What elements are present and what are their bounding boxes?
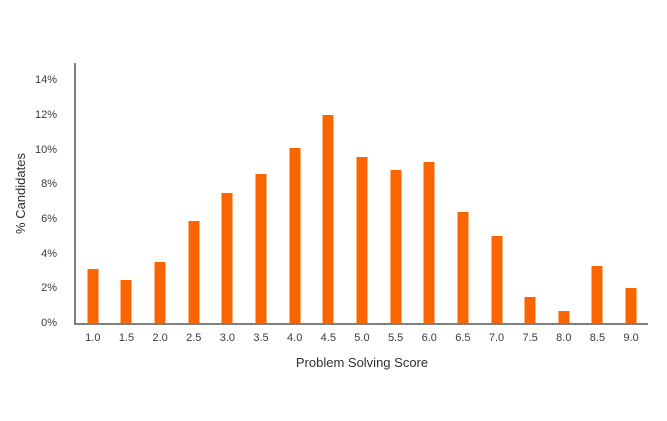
bar-slot xyxy=(581,63,615,323)
bar-slot xyxy=(379,63,413,323)
x-tick-label: 2.0 xyxy=(152,332,168,344)
x-tick-label: 5.5 xyxy=(387,332,404,344)
y-tick-label: 4% xyxy=(41,247,57,260)
bar-9.0 xyxy=(625,288,637,323)
bar-slot xyxy=(143,63,177,323)
bar-3.0 xyxy=(221,193,233,323)
bar-slot xyxy=(480,63,514,323)
bar-6.5 xyxy=(457,212,469,323)
bar-slot xyxy=(211,63,245,323)
bar-7.5 xyxy=(524,297,536,323)
x-tick-label: 6.5 xyxy=(455,332,471,344)
x-axis-tick-labels: 1.0 1.5 2.0 2.5 3.0 3.5 4.0 4.5 5.0 5.5 6.0 6.5 7.0 7… xyxy=(76,331,648,345)
y-tick-label: 2% xyxy=(41,282,57,295)
x-tick-label: 4.0 xyxy=(287,332,303,344)
bar-slot xyxy=(614,63,648,323)
x-tick-label: 3.0 xyxy=(219,332,236,344)
x-tick-label: 7.5 xyxy=(522,332,538,344)
bar-8.0 xyxy=(558,310,570,323)
bar-slot xyxy=(278,63,312,323)
bar-slot xyxy=(345,63,379,323)
y-tick-label: 0% xyxy=(41,317,57,329)
x-tick-label: 1.0 xyxy=(85,332,101,344)
bar-7.0 xyxy=(491,236,502,323)
x-tick-label: 3.5 xyxy=(253,332,269,344)
y-tick-label: 8% xyxy=(41,178,57,191)
bar-4.0 xyxy=(289,147,301,323)
y-tick-label: 10% xyxy=(34,143,57,156)
x-tick-label: 4.5 xyxy=(320,332,336,344)
y-axis-tick-labels: 0% 2% 4% 6% 8% 10% 12% 14% xyxy=(0,63,66,329)
plot-area xyxy=(74,63,648,325)
bar-3.5 xyxy=(255,173,267,323)
x-axis-title: Problem Solving Score xyxy=(295,355,429,370)
x-tick-label: 6.0 xyxy=(421,332,437,344)
bar-slot xyxy=(412,63,446,323)
x-tick-label: 7.0 xyxy=(488,332,505,344)
bar-slot xyxy=(446,63,480,323)
bar-2.0 xyxy=(154,262,166,323)
x-tick-label: 5.0 xyxy=(354,332,370,344)
bar-2.5 xyxy=(188,220,200,323)
bar-slot xyxy=(110,63,144,323)
bar-5.5 xyxy=(390,170,402,323)
bar-6.0 xyxy=(423,161,435,323)
bar-slot xyxy=(177,63,211,323)
bar-slot xyxy=(76,63,110,323)
x-tick-label: 2.5 xyxy=(186,332,202,344)
y-tick-label: 14% xyxy=(34,74,57,87)
bar-slot xyxy=(547,63,581,323)
bar-slot xyxy=(513,63,547,323)
bar-1.5 xyxy=(120,279,132,323)
y-tick-label: 6% xyxy=(41,213,57,225)
x-tick-label: 9.0 xyxy=(623,332,639,344)
x-tick-label: 1.5 xyxy=(118,332,135,344)
bar-1.0 xyxy=(87,269,99,323)
x-tick-label: 8.5 xyxy=(589,332,606,344)
y-tick-label: 12% xyxy=(34,109,57,121)
bar-8.5 xyxy=(591,265,603,323)
bar-series xyxy=(76,63,648,323)
bar-slot xyxy=(244,63,278,323)
bar-4.5 xyxy=(322,115,334,323)
bar-5.0 xyxy=(356,156,368,323)
bar-slot xyxy=(311,63,345,323)
x-tick-label: 8.0 xyxy=(556,332,572,344)
